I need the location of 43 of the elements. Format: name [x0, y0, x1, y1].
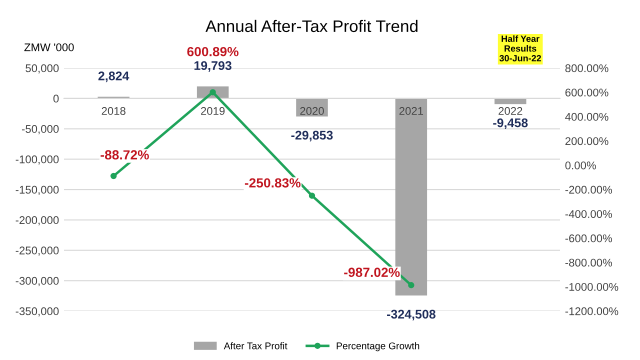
y-tick-label: -250,000: [16, 246, 59, 256]
point: [210, 89, 216, 96]
y2-tick-label: -800.00%: [565, 258, 612, 267]
y-tick-label: -100,000: [16, 155, 59, 165]
y2-tick-label: -1200.00%: [565, 307, 618, 316]
y2-tick-label: 400.00%: [565, 112, 608, 121]
y2-tick-label: -200.00%: [565, 186, 612, 194]
y2-tick-label: 600.00%: [565, 88, 608, 96]
y2-tick-label: 200.00%: [565, 137, 608, 146]
text: Half Year Results 30-Jun-22: [499, 35, 542, 62]
y-tick-label: -350,000: [16, 307, 59, 316]
point: [308, 192, 316, 199]
y2-tick-label: -1000.00%: [565, 283, 618, 291]
y-tick-label: -200,000: [16, 216, 59, 226]
y2-tick-label: 0.00%: [565, 162, 596, 170]
legend-label: Percentage Growth: [336, 342, 420, 352]
x-tick-label: 2020: [300, 107, 324, 115]
y-tick-label: 0: [53, 94, 59, 103]
data-label: -324,508: [387, 310, 436, 320]
x-tick-label: 2019: [201, 107, 225, 115]
chart-title: Annual After-Tax Profit Trend: [206, 20, 418, 32]
y2-tick-label: -400.00%: [565, 210, 612, 218]
point: [408, 282, 414, 288]
y-tick-label: -150,000: [16, 186, 59, 195]
x-tick-label: 2021: [399, 107, 424, 115]
data-label: -987.02%: [344, 268, 400, 277]
data-label: 19,793: [194, 61, 232, 72]
data-label: 2,824: [98, 71, 130, 82]
y-tick-label: 50,000: [26, 64, 59, 74]
point: [110, 172, 117, 180]
x-tick-label: 2018: [102, 107, 126, 115]
data-label: -29,853: [291, 130, 333, 142]
x-tick-label: 2022: [498, 107, 522, 115]
data-label: 600.89%: [187, 46, 238, 56]
y-axis-title: ZMW '000: [24, 43, 74, 52]
data-label: -250.83%: [244, 178, 301, 188]
y-tick-label: -300,000: [16, 276, 59, 286]
y2-tick-label: -600.00%: [565, 234, 612, 242]
legend-label: After Tax Profit: [224, 342, 288, 350]
y2-tick-label: 800.00%: [565, 64, 608, 72]
y-tick-label: -50,000: [22, 125, 59, 134]
data-label: -88.72%: [100, 150, 149, 160]
data-label: -9,458: [493, 118, 528, 130]
